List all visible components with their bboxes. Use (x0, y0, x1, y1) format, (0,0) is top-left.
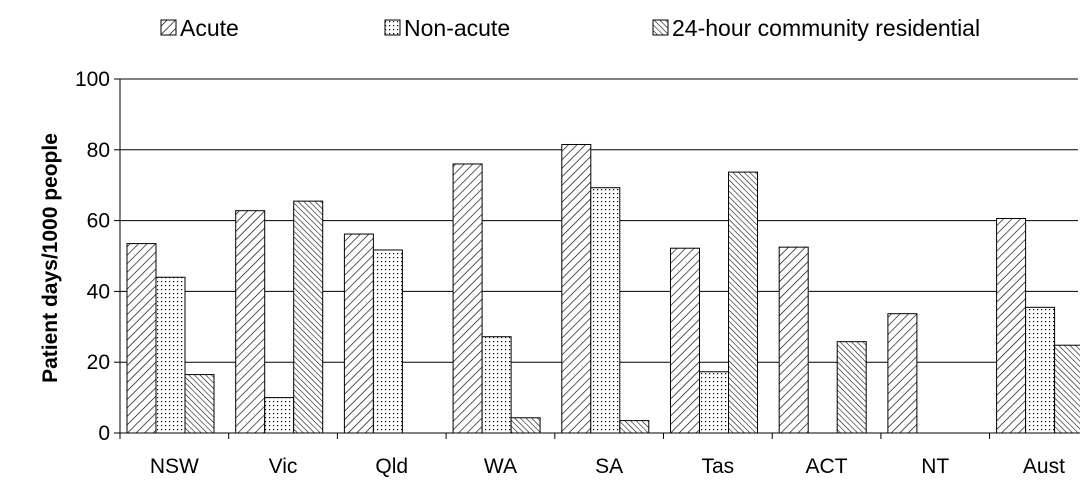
bar-tas-community (728, 171, 758, 434)
bar-sa-non-acute (590, 187, 621, 434)
bar-nt-acute (887, 313, 918, 434)
x-tick-label: SA (595, 455, 623, 478)
bar-sa-community (619, 420, 650, 434)
legend-label: 24-hour community residential (672, 15, 980, 41)
bar-aust-acute (996, 217, 1027, 434)
y-tick-label: 60 (87, 210, 110, 233)
bar-aust-non-acute (1025, 306, 1056, 434)
x-axis: NSW Vic Qld WA SA Tas ACT NT Aust (119, 432, 1078, 478)
bar-nsw-non-acute (155, 276, 186, 434)
y-tick-label: 20 (87, 351, 110, 374)
legend-label: Non-acute (404, 15, 510, 41)
bar-wa-acute (452, 163, 483, 434)
bar-nsw-acute (126, 243, 157, 434)
legend-swatch (160, 19, 177, 36)
bar-vic-community (293, 200, 324, 434)
legend: Acute Non-acute 24-hour community resident… (160, 15, 980, 41)
legend-label: Acute (180, 15, 239, 41)
y-tick-label: 40 (87, 280, 110, 303)
y-axis: 0 20 40 60 80 100 (75, 68, 121, 445)
bar-wa-community (510, 417, 541, 434)
bars (126, 143, 1080, 434)
y-tick-label: 100 (75, 68, 110, 91)
x-tick-label: Aust (1023, 455, 1065, 478)
bar-tas-non-acute (699, 371, 729, 434)
legend-swatch (384, 19, 401, 36)
bar-aust-community (1054, 344, 1080, 434)
y-axis-title: Patient days/1000 people (39, 133, 62, 383)
x-tick-label: Tas (702, 455, 735, 478)
bar-wa-non-acute (481, 336, 512, 434)
y-tick-label: 80 (87, 139, 110, 162)
bar-act-community (836, 341, 867, 434)
bar-act-acute (778, 246, 809, 434)
x-tick-label: NT (921, 455, 949, 478)
bar-vic-non-acute (264, 397, 295, 434)
bar-qld-non-acute (372, 249, 403, 434)
x-tick-label: ACT (806, 455, 848, 478)
x-tick-label: NSW (150, 455, 199, 478)
x-tick-label: Vic (269, 455, 298, 478)
legend-swatch (652, 19, 669, 36)
bar-nsw-community (184, 374, 215, 434)
bar-sa-acute (561, 143, 592, 434)
bar-vic-acute (235, 210, 266, 434)
x-tick-label: WA (484, 455, 517, 478)
bar-qld-acute (343, 233, 374, 434)
x-tick-label: Qld (375, 455, 408, 478)
bar-tas-acute (670, 247, 700, 434)
y-tick-label: 0 (98, 422, 110, 445)
